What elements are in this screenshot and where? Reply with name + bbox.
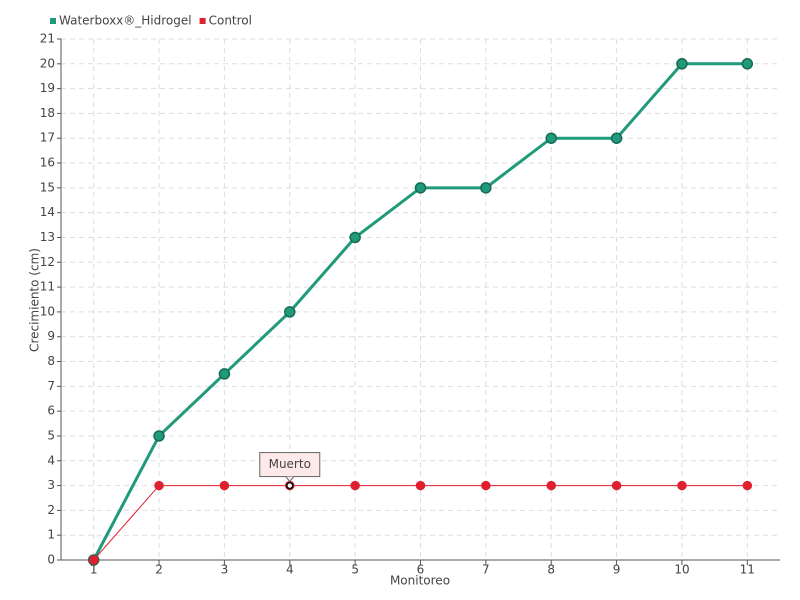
y-tick-label: 10 <box>40 304 55 318</box>
y-tick-label: 16 <box>40 156 55 170</box>
x-tick-label: 1 <box>90 563 98 577</box>
data-point <box>88 555 99 565</box>
tooltip-pointer <box>285 476 295 483</box>
y-tick-label: 19 <box>40 81 55 95</box>
data-point <box>414 182 427 194</box>
data-point <box>415 480 426 491</box>
y-axis-label: Crecimiento (cm) <box>28 248 42 352</box>
x-tick-label: 8 <box>547 563 555 577</box>
data-point <box>350 480 360 491</box>
legend-label: Control <box>209 14 252 28</box>
data-point <box>154 480 164 491</box>
y-tick-label: 7 <box>47 379 55 393</box>
data-point <box>677 480 687 491</box>
y-tick-label: 20 <box>40 56 55 70</box>
y-tick-label: 0 <box>47 553 55 567</box>
y-tick-label: 21 <box>40 32 55 46</box>
legend-swatch <box>199 18 206 24</box>
y-tick-label: 6 <box>47 404 55 418</box>
data-point <box>481 480 491 491</box>
x-tick-label: 11 <box>740 563 755 577</box>
x-tick-label: 10 <box>674 563 689 577</box>
x-tick-label: 6 <box>417 563 425 577</box>
y-tick-label: 14 <box>40 205 55 219</box>
data-point <box>611 480 622 491</box>
data-point <box>545 132 557 144</box>
x-tick-label: 2 <box>155 563 163 577</box>
data-point <box>219 480 230 491</box>
y-tick-label: 12 <box>40 255 55 269</box>
x-tick-label: 7 <box>482 563 490 577</box>
data-point <box>284 306 296 318</box>
y-tick-label: 4 <box>47 453 55 467</box>
y-tick-label: 9 <box>47 329 55 343</box>
legend-label: Waterboxx®_Hidrogel <box>59 14 192 28</box>
data-point <box>480 182 492 194</box>
data-point <box>676 58 688 70</box>
y-tick-label: 3 <box>47 478 55 492</box>
data-point <box>610 132 623 144</box>
y-tick-label: 18 <box>40 106 55 120</box>
tooltip-text: Muerto <box>269 457 311 471</box>
x-tick-label: 9 <box>613 563 621 577</box>
x-axis-label: Monitoreo <box>390 574 450 588</box>
y-tick-label: 8 <box>47 354 55 368</box>
data-point <box>153 430 165 442</box>
x-tick-label: 5 <box>351 563 359 577</box>
data-point <box>742 480 753 491</box>
y-tick-label: 15 <box>40 180 55 194</box>
legend-swatch <box>50 18 56 24</box>
data-point <box>218 368 231 380</box>
x-tick-label: 3 <box>221 563 229 577</box>
y-tick-label: 5 <box>47 428 55 442</box>
tooltip: Muerto <box>259 452 321 483</box>
annotated-point <box>286 481 294 490</box>
x-tick-label: 4 <box>286 563 294 577</box>
y-tick-label: 11 <box>40 280 55 294</box>
y-tick-label: 1 <box>47 528 55 542</box>
y-tick-label: 13 <box>40 230 55 244</box>
y-tick-label: 17 <box>40 131 55 145</box>
y-tick-label: 2 <box>47 503 55 517</box>
data-point <box>741 58 754 70</box>
data-point <box>349 231 361 244</box>
data-point <box>546 480 556 491</box>
